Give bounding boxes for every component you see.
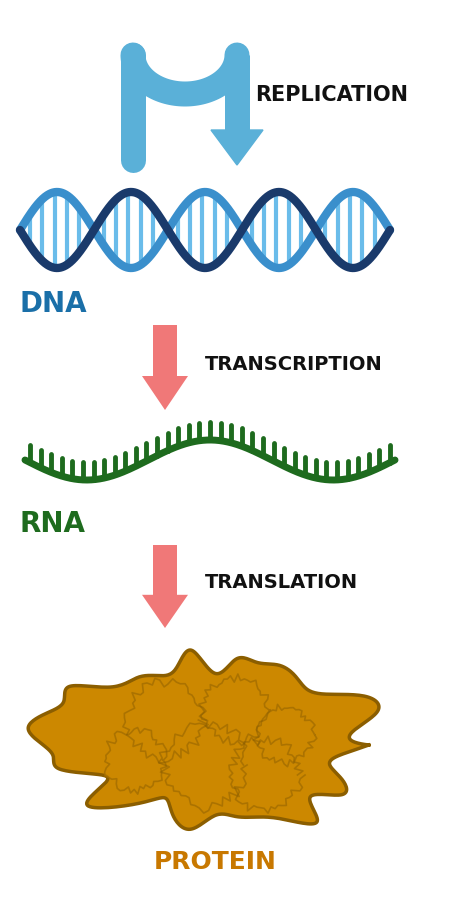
Polygon shape [105, 728, 167, 795]
Polygon shape [159, 722, 247, 813]
Polygon shape [123, 679, 208, 763]
Polygon shape [199, 674, 270, 746]
Polygon shape [229, 737, 305, 814]
Text: RNA: RNA [20, 510, 86, 538]
FancyArrow shape [142, 545, 188, 628]
Text: DNA: DNA [20, 290, 88, 318]
Text: TRANSLATION: TRANSLATION [205, 573, 358, 592]
FancyArrow shape [142, 325, 188, 410]
Polygon shape [28, 650, 379, 829]
Polygon shape [211, 130, 263, 165]
Text: TRANSCRIPTION: TRANSCRIPTION [205, 355, 383, 374]
Text: PROTEIN: PROTEIN [154, 850, 276, 874]
Text: REPLICATION: REPLICATION [255, 85, 408, 105]
Polygon shape [253, 704, 317, 766]
